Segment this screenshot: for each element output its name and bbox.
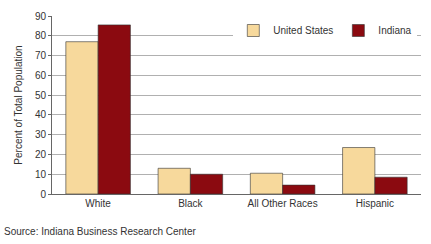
svg-text:Black: Black [178,198,203,209]
svg-text:60: 60 [35,70,47,81]
svg-text:70: 70 [35,50,47,61]
svg-text:Source: Indiana Business Resea: Source: Indiana Business Research Center [4,226,196,237]
svg-text:10: 10 [35,169,47,180]
svg-text:All Other Races: All Other Races [248,198,318,209]
svg-text:United States: United States [273,25,333,36]
svg-text:90: 90 [35,11,47,22]
svg-text:White: White [85,198,111,209]
svg-text:40: 40 [35,109,47,120]
svg-text:Indiana: Indiana [378,25,411,36]
svg-text:80: 80 [35,30,47,41]
svg-text:0: 0 [40,189,46,200]
svg-text:30: 30 [35,129,47,140]
svg-text:Percent of Total Population: Percent of Total Population [13,45,24,164]
svg-text:50: 50 [35,90,47,101]
svg-text:Hispanic: Hispanic [356,198,394,209]
svg-text:20: 20 [35,149,47,160]
